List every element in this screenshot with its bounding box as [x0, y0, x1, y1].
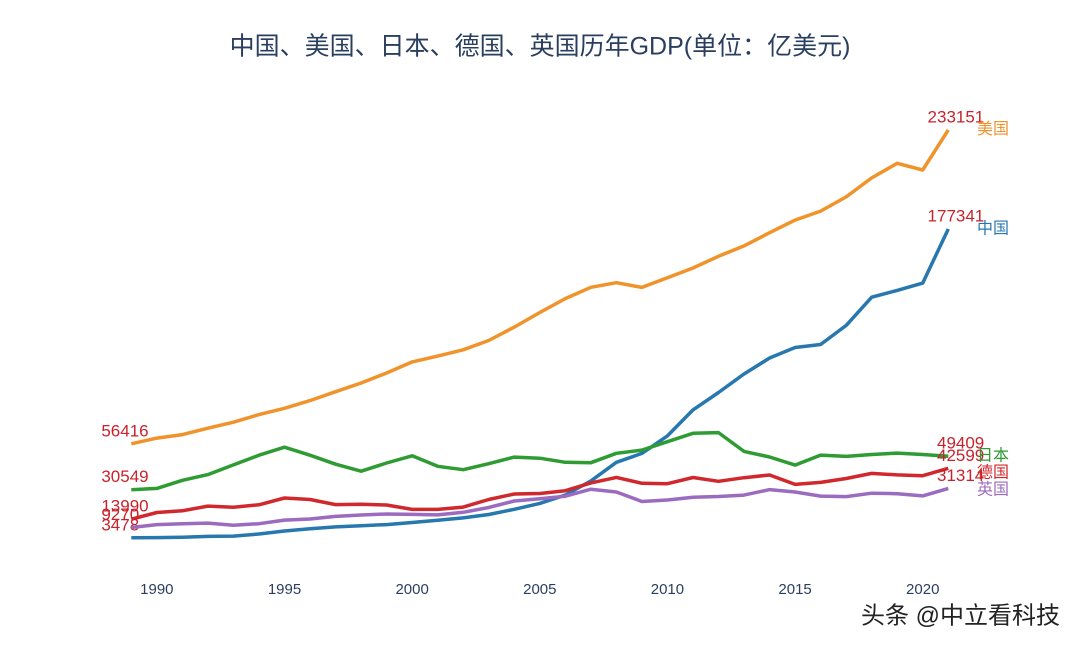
data-label: 56416 [101, 421, 148, 440]
series-line [130, 128, 950, 446]
legend-label: 德国 [977, 463, 1009, 481]
data-label: 49409 [937, 434, 984, 453]
series-line [131, 228, 950, 540]
data-label: 9270 [101, 505, 139, 524]
x-tick-label: 2005 [523, 581, 556, 598]
legend-label: 英国 [977, 480, 1009, 498]
series-line [130, 466, 949, 521]
data-label: 30549 [101, 467, 148, 486]
watermark: 头条 @中立看科技 [861, 602, 1060, 629]
series-line [131, 430, 949, 492]
series-line [131, 486, 949, 530]
data-label: 233151 [928, 107, 985, 126]
legend-label: 中国 [977, 219, 1009, 237]
x-tick-label: 1990 [140, 581, 173, 598]
data-label: 13990 [101, 497, 148, 516]
x-tick-label: 2020 [906, 581, 939, 598]
x-tick-label: 1995 [268, 581, 301, 598]
data-label: 42599 [937, 446, 984, 465]
x-tick-label: 2015 [778, 581, 811, 598]
data-label: 177341 [928, 207, 985, 226]
chart-title: 中国、美国、日本、德国、英国历年GDP(单位：亿美元) [230, 33, 851, 61]
x-tick-label: 2000 [395, 581, 428, 598]
data-label: 3478 [101, 515, 139, 534]
legend-label: 日本 [977, 446, 1009, 464]
x-tick-label: 2010 [651, 581, 684, 598]
legend-label: 美国 [977, 120, 1009, 138]
data-label: 31314 [937, 466, 984, 485]
